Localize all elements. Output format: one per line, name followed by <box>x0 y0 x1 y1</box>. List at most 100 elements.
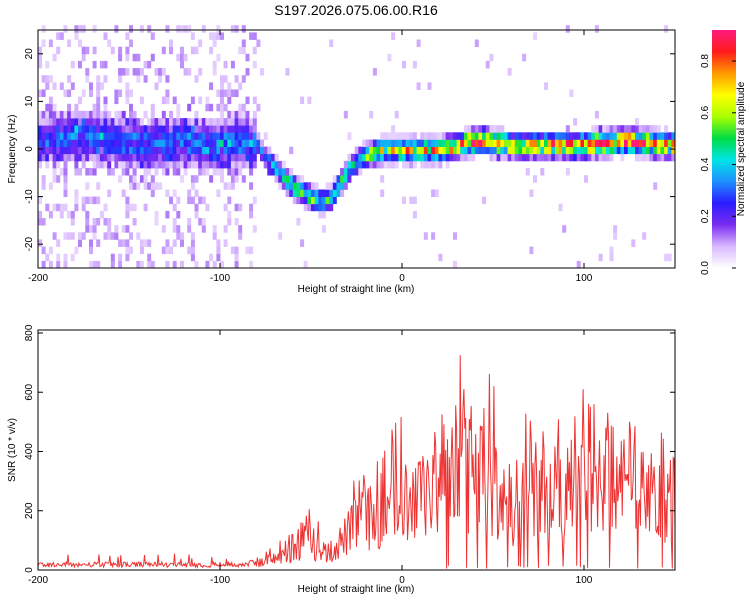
spectrogram-cell <box>456 132 461 140</box>
spectrogram-cell <box>227 153 232 162</box>
spectrogram-cell <box>143 146 148 155</box>
spectrogram-cell <box>45 160 50 169</box>
spectrogram-cell <box>285 189 290 197</box>
spectrogram-cell <box>169 160 173 169</box>
spectrogram-cell <box>431 232 436 240</box>
spectrogram-cell <box>190 125 195 133</box>
spectrogram-cell <box>132 153 137 162</box>
spectrogram-cell <box>576 153 581 162</box>
spectrogram-cell <box>172 168 177 176</box>
spectrogram-cell <box>45 203 50 212</box>
spectrogram-cell <box>587 146 592 155</box>
spectrogram-cell <box>45 153 50 162</box>
spectrogram-cell <box>409 160 414 169</box>
spectrogram-cell <box>187 246 192 255</box>
spectrogram-cell <box>656 125 661 133</box>
spectrogram-cell <box>554 132 559 140</box>
spectrogram-cell <box>59 118 64 126</box>
spectrogram-cell <box>267 160 272 169</box>
spectrogram-cell <box>89 139 93 147</box>
spectrogram-cell <box>187 225 192 233</box>
spectrogram-cell <box>190 132 195 140</box>
spectrogram-cell <box>136 160 141 169</box>
spectrogram-cell <box>63 139 68 147</box>
spectrogram-cell <box>332 196 337 205</box>
spectrogram-cell <box>158 139 163 147</box>
spectrogram-cell <box>416 82 421 90</box>
spectrogram-cell <box>205 160 210 169</box>
spectrogram-cell <box>132 182 137 190</box>
spectrogram-cell <box>230 132 235 140</box>
spectrogram-cell <box>241 153 246 162</box>
spectrogram-cell <box>89 239 93 247</box>
spectrogram-cell <box>132 218 137 226</box>
spectrogram-cell <box>533 132 537 140</box>
spectrogram-cell <box>609 146 614 155</box>
spectrogram-cell <box>48 246 53 255</box>
spectrogram-cell <box>63 153 68 162</box>
spectrogram-cell <box>296 196 301 205</box>
spectrogram-cell <box>227 210 232 219</box>
spectrogram-cell <box>354 160 359 169</box>
spectrogram-cell <box>241 39 246 47</box>
spectrogram-cell <box>540 153 545 162</box>
spectrogram-cell <box>176 160 181 169</box>
spectrogram-cell <box>96 182 101 190</box>
spectrogram-cell <box>81 132 86 140</box>
spectrogram-cell <box>587 153 592 162</box>
spectrogram-cell <box>434 189 439 197</box>
spectrogram-cell <box>536 153 541 162</box>
spectrogram-cell <box>598 153 603 162</box>
spectrogram-cell <box>343 175 348 183</box>
spectrogram-cell <box>496 153 501 162</box>
spectrogram-cell <box>220 132 224 140</box>
spectrogram-cell <box>45 132 50 140</box>
spectrogram-cell <box>89 196 93 205</box>
spectrogram-cell <box>558 146 563 155</box>
spectrogram-cell <box>59 153 64 162</box>
spectrogram-cell <box>194 189 199 197</box>
spectrogram-cell <box>562 225 567 233</box>
spectrogram-cell <box>78 146 82 155</box>
spectrogram-cell <box>165 239 170 247</box>
spectrogram-cell <box>245 146 250 155</box>
spectrogram-cell <box>132 118 137 126</box>
spectrogram-cell <box>216 239 221 247</box>
spectrogram-cell <box>205 146 210 155</box>
spectrogram-cell <box>398 132 403 140</box>
spectrogram-cell <box>551 139 556 147</box>
spectrogram-cell <box>114 125 119 133</box>
spectrogram-cell <box>307 182 312 190</box>
spectrogram-cell <box>38 46 42 55</box>
spectrogram-cell <box>645 125 650 133</box>
spectrogram-cell <box>70 139 75 147</box>
spectrogram-cell <box>92 60 97 69</box>
spectrogram-cell <box>132 175 137 183</box>
spectrogram-cell <box>412 139 417 147</box>
spectrogram-cell <box>289 175 294 183</box>
spectrogram-cell <box>635 118 639 126</box>
spectrogram-cell <box>402 139 406 147</box>
spectrogram-cell <box>132 53 137 62</box>
spectrogram-cell <box>281 175 286 183</box>
spectrogram-cell <box>172 218 177 226</box>
spectrogram-cell <box>402 60 406 69</box>
spectrogram-cell <box>234 75 239 83</box>
spectrogram-cell <box>252 146 257 155</box>
spectrogram-cell <box>522 132 527 140</box>
spectrogram-cell <box>85 196 90 205</box>
spectrogram-cell <box>409 132 414 140</box>
spectrogram-cell <box>325 182 330 190</box>
spectrogram-cell <box>139 25 144 33</box>
spectrogram-cell <box>67 125 72 133</box>
spectrogram-cell <box>59 146 64 155</box>
spectrogram-cell <box>139 260 144 269</box>
spectrogram-cell <box>391 160 396 169</box>
spectrogram-cell <box>602 139 607 147</box>
spectrogram-cell <box>201 225 206 233</box>
spectrogram-cell <box>205 103 210 112</box>
spectrogram-cell <box>642 146 647 155</box>
spectrogram-cell <box>453 139 457 147</box>
spectrogram-cell <box>107 110 112 119</box>
spectrogram-cell <box>121 110 126 119</box>
